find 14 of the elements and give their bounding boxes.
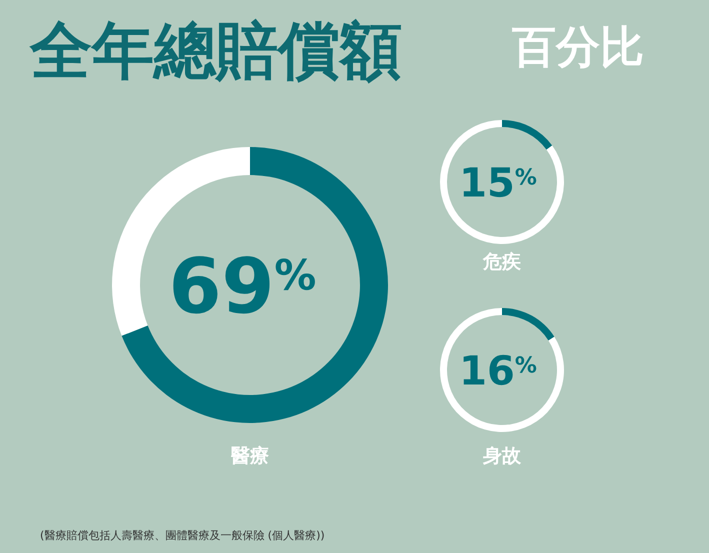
text: 危疾 xyxy=(482,251,522,273)
donut-slice xyxy=(502,120,552,150)
text: 16$^{%}$ xyxy=(459,348,537,394)
donut-slice xyxy=(502,308,554,341)
donut-slice xyxy=(122,147,388,423)
text: 百分比 xyxy=(511,22,644,73)
text: 身故 xyxy=(482,445,522,467)
data-label: 69$^{%}$ xyxy=(168,241,316,330)
donut-slice xyxy=(440,308,564,432)
slice-label: 醫療 xyxy=(231,445,269,467)
text: (醫療賠償包括人壽醫療、團體醫療及一般保險 (個人醫療)) xyxy=(40,529,325,542)
chart-title: 全年總賠償額 xyxy=(29,14,402,87)
text: 15$^{%}$ xyxy=(459,160,537,206)
donut-slice xyxy=(440,120,564,244)
